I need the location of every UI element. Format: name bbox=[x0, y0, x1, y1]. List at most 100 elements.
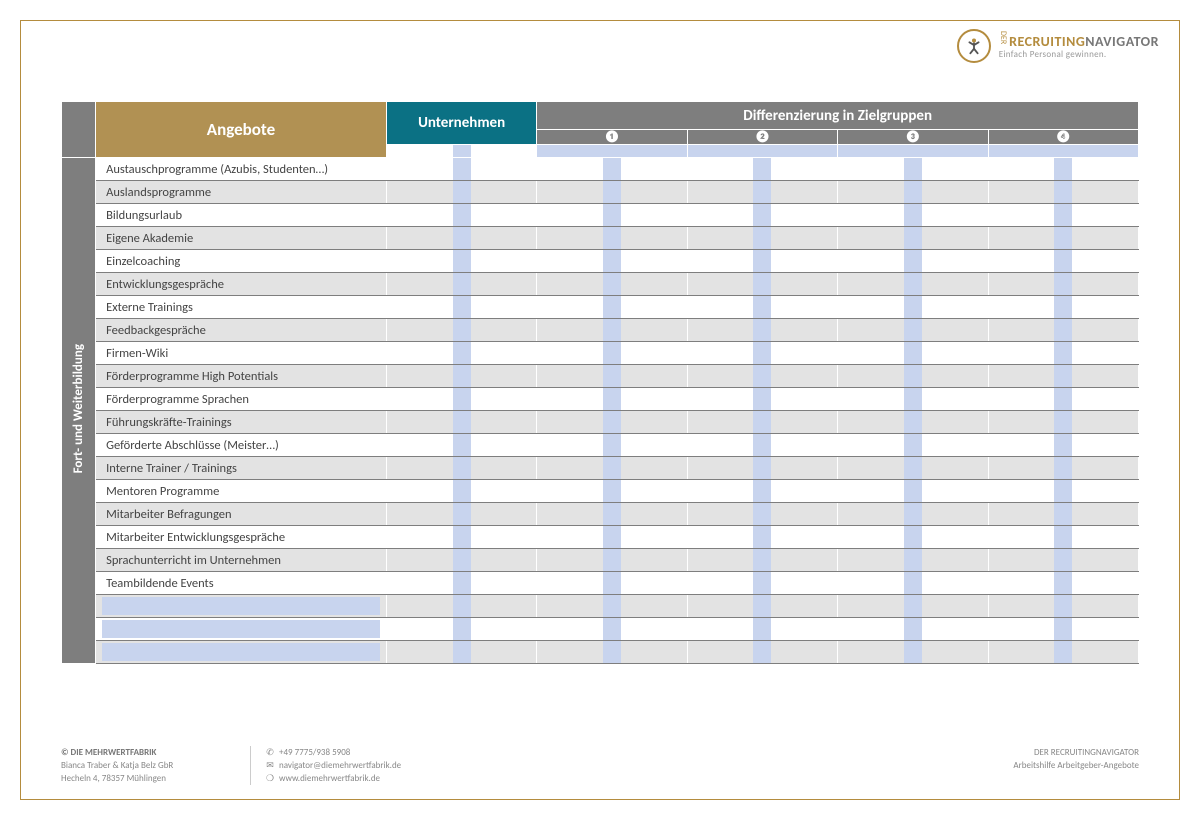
input-cell[interactable] bbox=[687, 572, 837, 595]
input-cell[interactable] bbox=[687, 181, 837, 204]
row-label-blank[interactable] bbox=[96, 618, 387, 641]
input-cell[interactable] bbox=[537, 181, 687, 204]
input-cell[interactable] bbox=[687, 641, 837, 664]
input-cell[interactable] bbox=[537, 503, 687, 526]
input-cell[interactable] bbox=[386, 503, 536, 526]
input-cell[interactable] bbox=[386, 388, 536, 411]
input-cell[interactable] bbox=[537, 595, 687, 618]
input-cell[interactable] bbox=[988, 342, 1138, 365]
input-cell[interactable] bbox=[537, 641, 687, 664]
input-cell[interactable] bbox=[838, 411, 988, 434]
input-cell[interactable] bbox=[537, 342, 687, 365]
input-cell[interactable] bbox=[386, 457, 536, 480]
input-cell[interactable] bbox=[988, 365, 1138, 388]
input-cell[interactable] bbox=[386, 158, 536, 181]
input-cell[interactable] bbox=[988, 250, 1138, 273]
input-cell[interactable] bbox=[838, 342, 988, 365]
input-cell[interactable] bbox=[537, 388, 687, 411]
row-label-blank[interactable] bbox=[96, 641, 387, 664]
input-cell[interactable] bbox=[537, 296, 687, 319]
header-fill-unternehmen[interactable] bbox=[386, 145, 536, 158]
input-cell[interactable] bbox=[386, 319, 536, 342]
input-cell[interactable] bbox=[988, 227, 1138, 250]
input-cell[interactable] bbox=[988, 480, 1138, 503]
input-cell[interactable] bbox=[988, 296, 1138, 319]
input-cell[interactable] bbox=[687, 618, 837, 641]
input-cell[interactable] bbox=[988, 618, 1138, 641]
input-cell[interactable] bbox=[838, 641, 988, 664]
input-cell[interactable] bbox=[838, 549, 988, 572]
input-cell[interactable] bbox=[537, 365, 687, 388]
input-cell[interactable] bbox=[838, 618, 988, 641]
input-cell[interactable] bbox=[687, 503, 837, 526]
input-cell[interactable] bbox=[838, 319, 988, 342]
input-cell[interactable] bbox=[988, 434, 1138, 457]
input-cell[interactable] bbox=[988, 526, 1138, 549]
input-cell[interactable] bbox=[838, 526, 988, 549]
input-cell[interactable] bbox=[687, 158, 837, 181]
input-cell[interactable] bbox=[687, 595, 837, 618]
input-cell[interactable] bbox=[838, 158, 988, 181]
input-cell[interactable] bbox=[838, 296, 988, 319]
header-fill-group-2[interactable] bbox=[687, 145, 837, 158]
input-cell[interactable] bbox=[838, 503, 988, 526]
input-cell[interactable] bbox=[687, 526, 837, 549]
input-cell[interactable] bbox=[687, 549, 837, 572]
input-cell[interactable] bbox=[988, 204, 1138, 227]
input-cell[interactable] bbox=[537, 319, 687, 342]
input-cell[interactable] bbox=[386, 641, 536, 664]
header-fill-group-1[interactable] bbox=[537, 145, 687, 158]
input-cell[interactable] bbox=[838, 457, 988, 480]
input-cell[interactable] bbox=[838, 250, 988, 273]
input-cell[interactable] bbox=[386, 204, 536, 227]
input-cell[interactable] bbox=[838, 227, 988, 250]
input-cell[interactable] bbox=[537, 618, 687, 641]
input-cell[interactable] bbox=[988, 503, 1138, 526]
input-cell[interactable] bbox=[988, 158, 1138, 181]
input-cell[interactable] bbox=[537, 411, 687, 434]
input-cell[interactable] bbox=[687, 434, 837, 457]
input-cell[interactable] bbox=[988, 411, 1138, 434]
input-cell[interactable] bbox=[386, 273, 536, 296]
input-cell[interactable] bbox=[988, 641, 1138, 664]
input-cell[interactable] bbox=[838, 365, 988, 388]
input-cell[interactable] bbox=[687, 342, 837, 365]
input-cell[interactable] bbox=[537, 457, 687, 480]
input-cell[interactable] bbox=[838, 204, 988, 227]
input-cell[interactable] bbox=[838, 388, 988, 411]
input-cell[interactable] bbox=[988, 181, 1138, 204]
input-cell[interactable] bbox=[537, 250, 687, 273]
input-cell[interactable] bbox=[386, 572, 536, 595]
input-cell[interactable] bbox=[687, 365, 837, 388]
input-cell[interactable] bbox=[386, 480, 536, 503]
input-cell[interactable] bbox=[386, 411, 536, 434]
input-cell[interactable] bbox=[687, 388, 837, 411]
input-cell[interactable] bbox=[386, 181, 536, 204]
input-cell[interactable] bbox=[687, 273, 837, 296]
input-cell[interactable] bbox=[838, 480, 988, 503]
input-cell[interactable] bbox=[988, 595, 1138, 618]
input-cell[interactable] bbox=[537, 480, 687, 503]
input-cell[interactable] bbox=[386, 618, 536, 641]
input-cell[interactable] bbox=[838, 572, 988, 595]
input-cell[interactable] bbox=[386, 526, 536, 549]
input-cell[interactable] bbox=[537, 273, 687, 296]
input-cell[interactable] bbox=[386, 227, 536, 250]
input-cell[interactable] bbox=[386, 549, 536, 572]
input-cell[interactable] bbox=[386, 434, 536, 457]
input-cell[interactable] bbox=[537, 526, 687, 549]
input-cell[interactable] bbox=[537, 549, 687, 572]
input-cell[interactable] bbox=[988, 549, 1138, 572]
input-cell[interactable] bbox=[687, 204, 837, 227]
input-cell[interactable] bbox=[687, 250, 837, 273]
input-cell[interactable] bbox=[988, 273, 1138, 296]
input-cell[interactable] bbox=[386, 365, 536, 388]
input-cell[interactable] bbox=[687, 480, 837, 503]
input-cell[interactable] bbox=[988, 572, 1138, 595]
input-cell[interactable] bbox=[687, 227, 837, 250]
header-fill-group-3[interactable] bbox=[838, 145, 988, 158]
input-cell[interactable] bbox=[687, 411, 837, 434]
input-cell[interactable] bbox=[537, 572, 687, 595]
input-cell[interactable] bbox=[537, 204, 687, 227]
input-cell[interactable] bbox=[386, 250, 536, 273]
